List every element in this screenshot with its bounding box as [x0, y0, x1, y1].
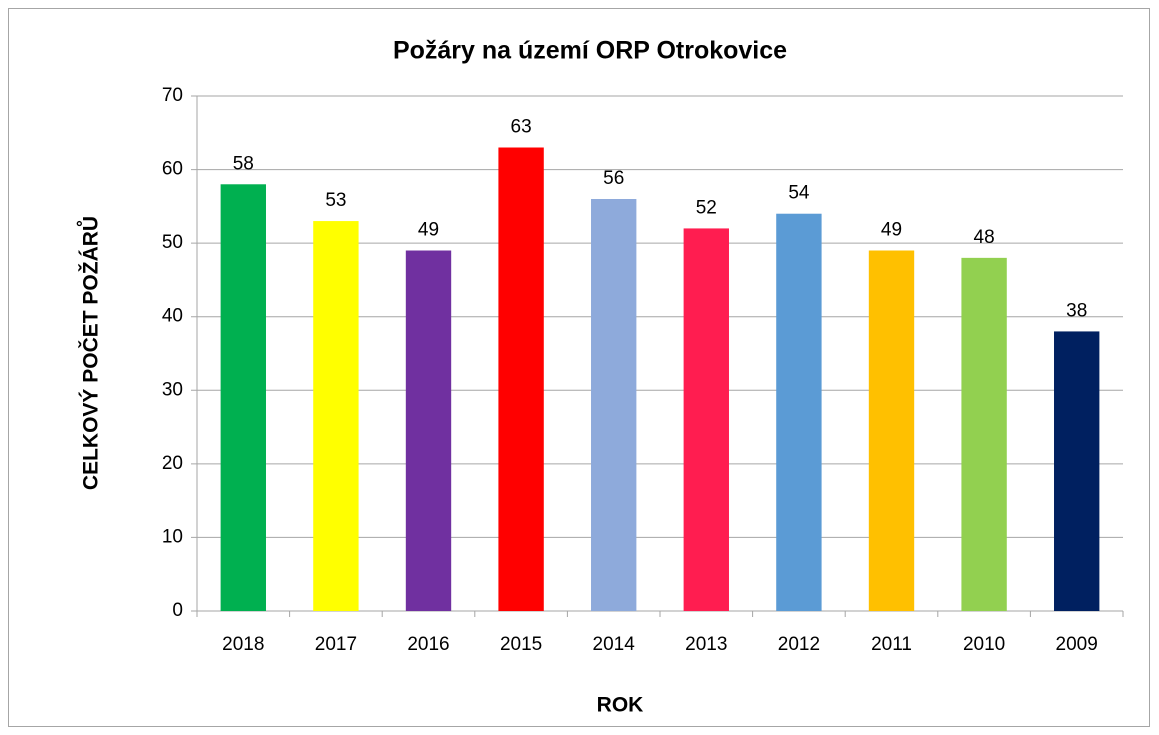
bar [591, 199, 637, 611]
y-tick-label: 0 [172, 600, 183, 621]
y-tick-label: 40 [162, 306, 183, 327]
bar [405, 250, 452, 611]
bar [1054, 331, 1100, 611]
bar [868, 250, 915, 611]
data-label: 53 [325, 190, 346, 211]
y-tick-label: 50 [162, 232, 183, 253]
data-label: 48 [974, 227, 995, 248]
bar [776, 213, 822, 611]
bar [220, 184, 266, 612]
data-label: 54 [788, 183, 810, 204]
y-axis-label: CELKOVÝ POČET POŽÁRŮ [77, 216, 103, 490]
x-tick-label: 2013 [685, 634, 727, 655]
bar [313, 221, 359, 612]
x-tick-label: 2017 [315, 634, 357, 655]
y-tick-label: 20 [162, 453, 183, 474]
x-tick-label: 2016 [407, 634, 449, 655]
data-label: 63 [511, 117, 532, 138]
data-label: 38 [1066, 300, 1087, 321]
data-label: 52 [696, 197, 717, 218]
x-tick-label: 2012 [778, 634, 820, 655]
data-label: 56 [603, 168, 624, 189]
x-tick-label: 2014 [593, 634, 636, 655]
x-axis-label: ROK [597, 694, 644, 717]
data-label: 58 [233, 153, 254, 174]
x-tick-label: 2018 [222, 634, 264, 655]
chart-frame [8, 8, 1150, 727]
bar [683, 228, 729, 611]
x-tick-label: 2015 [500, 634, 542, 655]
y-tick-label: 30 [162, 379, 183, 400]
x-tick-label: 2011 [871, 634, 912, 655]
bar [498, 147, 544, 611]
x-tick-label: 2009 [1056, 634, 1098, 655]
x-tick-label: 2010 [963, 634, 1005, 655]
data-label: 49 [418, 220, 439, 241]
y-tick-label: 70 [162, 85, 183, 106]
bar [961, 257, 1007, 611]
data-label: 49 [881, 220, 902, 241]
chart-title: Požáry na území ORP Otrokovice [393, 37, 787, 65]
y-tick-label: 10 [162, 526, 183, 547]
y-tick-label: 60 [162, 159, 183, 180]
